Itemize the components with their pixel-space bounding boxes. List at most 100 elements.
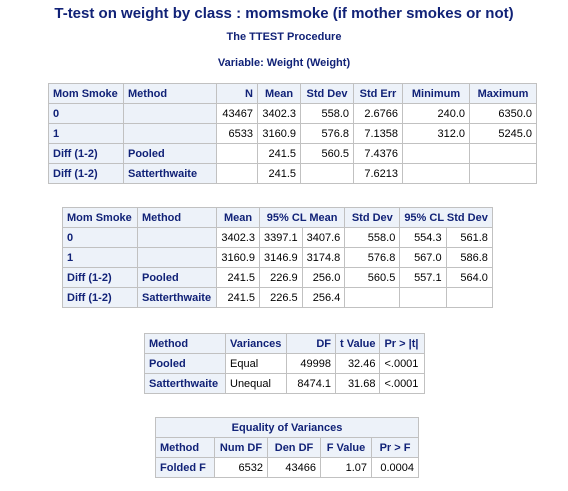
cell-cl-sd-lower: 557.1	[399, 267, 447, 288]
cell-n: 43467	[216, 103, 258, 124]
cell-mean: 3160.9	[257, 123, 301, 144]
cell-cl-mean-lower: 226.5	[259, 287, 303, 308]
ttests-table: Method Variances DF t Value Pr > |t| Poo…	[144, 333, 426, 394]
table-row: Diff (1-2) Satterthwaite 241.5 7.6213	[48, 163, 537, 184]
row-group-label: 1	[48, 123, 124, 144]
cell-variances: Equal	[225, 353, 287, 374]
cell-df: 49998	[286, 353, 336, 374]
cell-std-dev: 558.0	[344, 227, 401, 248]
cell-cl-mean-upper: 256.4	[301, 287, 346, 308]
cell-variances: Unequal	[225, 373, 287, 394]
cell-cl-mean-lower: 3146.9	[259, 247, 303, 268]
cell-cl-mean-upper: 256.0	[301, 267, 346, 288]
table-row: Diff (1-2) Pooled 241.5 560.5 7.4376	[48, 143, 537, 164]
cell-cl-sd-lower	[399, 287, 447, 308]
cell-pr-t: <.0001	[379, 353, 426, 374]
cell-cl-mean-upper: 3174.8	[301, 247, 346, 268]
cell-mean: 3160.9	[216, 247, 260, 268]
col-header-df: DF	[286, 333, 336, 354]
col-header-pr-f: Pr > F	[371, 437, 419, 458]
cell-n	[216, 143, 258, 164]
cell-minimum	[402, 143, 470, 164]
cell-mean: 241.5	[216, 287, 260, 308]
cell-std-err: 7.1358	[353, 123, 403, 144]
col-header-cl-mean: 95% CL Mean	[258, 207, 346, 228]
table-row: Diff (1-2) Satterthwaite 241.5 226.5 256…	[62, 287, 493, 308]
cell-df: 8474.1	[286, 373, 336, 394]
cell-cl-mean-lower: 3397.1	[259, 227, 303, 248]
col-header-f-value: F Value	[320, 437, 372, 458]
table-row: Folded F 6532 43466 1.07 0.0004	[155, 457, 419, 478]
cell-cl-sd-upper	[445, 287, 493, 308]
cell-minimum	[402, 163, 470, 184]
col-header-std-dev: Std Dev	[300, 83, 354, 104]
table-header-row: Method Variances DF t Value Pr > |t|	[144, 333, 426, 354]
table-row: 0 3402.3 3397.1 3407.6 558.0 554.3 561.8	[62, 227, 493, 248]
col-header-method: Method	[144, 333, 226, 354]
cell-std-dev: 560.5	[344, 267, 401, 288]
col-header-minimum: Minimum	[402, 83, 470, 104]
col-header-mean: Mean	[257, 83, 301, 104]
table-row: Diff (1-2) Pooled 241.5 226.9 256.0 560.…	[62, 267, 493, 288]
cell-cl-sd-lower: 554.3	[399, 227, 447, 248]
cell-mean: 241.5	[216, 267, 260, 288]
cell-num-df: 6532	[214, 457, 268, 478]
row-group-label: Diff (1-2)	[48, 163, 124, 184]
cell-maximum	[469, 163, 537, 184]
cell-minimum: 312.0	[402, 123, 470, 144]
col-header-den-df: Den DF	[267, 437, 321, 458]
cell-cl-sd-upper: 561.8	[445, 227, 493, 248]
row-group-label: Diff (1-2)	[62, 287, 138, 308]
table-caption: Equality of Variances	[155, 417, 419, 438]
cell-mean: 241.5	[257, 163, 301, 184]
cell-pr-f: 0.0004	[371, 457, 419, 478]
cell-n	[216, 163, 258, 184]
col-header-method: Method	[123, 83, 217, 104]
variable-title: Variable: Weight (Weight)	[217, 57, 351, 69]
cell-n: 6533	[216, 123, 258, 144]
table-header-row: Mom Smoke Method Mean 95% CL Mean Std De…	[62, 207, 493, 228]
cell-std-dev: 576.8	[344, 247, 401, 268]
cell-minimum: 240.0	[402, 103, 470, 124]
col-header-method: Method	[137, 207, 217, 228]
cell-pr-t: <.0001	[379, 373, 426, 394]
row-method-label: Satterthwaite	[123, 163, 217, 184]
cell-mean: 241.5	[257, 143, 301, 164]
col-header-maximum: Maximum	[469, 83, 537, 104]
col-header-n: N	[216, 83, 258, 104]
row-group-label: 0	[62, 227, 138, 248]
col-header-momsmoke: Mom Smoke	[62, 207, 138, 228]
col-header-method: Method	[155, 437, 215, 458]
row-group-label: Diff (1-2)	[62, 267, 138, 288]
col-header-momsmoke: Mom Smoke	[48, 83, 124, 104]
cell-t-value: 31.68	[334, 373, 381, 394]
col-header-std-dev: Std Dev	[344, 207, 401, 228]
cell-f-value: 1.07	[320, 457, 372, 478]
cell-mean: 3402.3	[216, 227, 260, 248]
col-header-num-df: Num DF	[214, 437, 268, 458]
row-method-label: Satterthwaite	[137, 287, 217, 308]
row-group-label: 1	[62, 247, 138, 268]
cell-std-err: 7.6213	[353, 163, 403, 184]
cell-std-dev: 576.8	[300, 123, 354, 144]
equality-of-variances-table: Equality of Variances Method Num DF Den …	[155, 417, 419, 478]
col-header-std-err: Std Err	[353, 83, 403, 104]
cell-maximum: 5245.0	[469, 123, 537, 144]
row-method-label: Satterthwaite	[144, 373, 226, 394]
col-header-pr-t: Pr > |t|	[379, 333, 426, 354]
cell-cl-sd-upper: 586.8	[445, 247, 493, 268]
row-group-label: 0	[48, 103, 124, 124]
procedure-title: The TTEST Procedure	[226, 31, 342, 43]
table-caption-row: Equality of Variances	[155, 417, 419, 438]
col-header-mean: Mean	[216, 207, 260, 228]
table-row: Satterthwaite Unequal 8474.1 31.68 <.000…	[144, 373, 426, 394]
cell-std-dev	[344, 287, 401, 308]
table-row: 1 6533 3160.9 576.8 7.1358 312.0 5245.0	[48, 123, 537, 144]
cell-t-value: 32.46	[334, 353, 381, 374]
row-method-label: Pooled	[123, 143, 217, 164]
row-group-label: Diff (1-2)	[48, 143, 124, 164]
cell-cl-sd-upper: 564.0	[445, 267, 493, 288]
cell-std-err: 7.4376	[353, 143, 403, 164]
col-header-t-value: t Value	[334, 333, 381, 354]
cell-cl-mean-lower: 226.9	[259, 267, 303, 288]
